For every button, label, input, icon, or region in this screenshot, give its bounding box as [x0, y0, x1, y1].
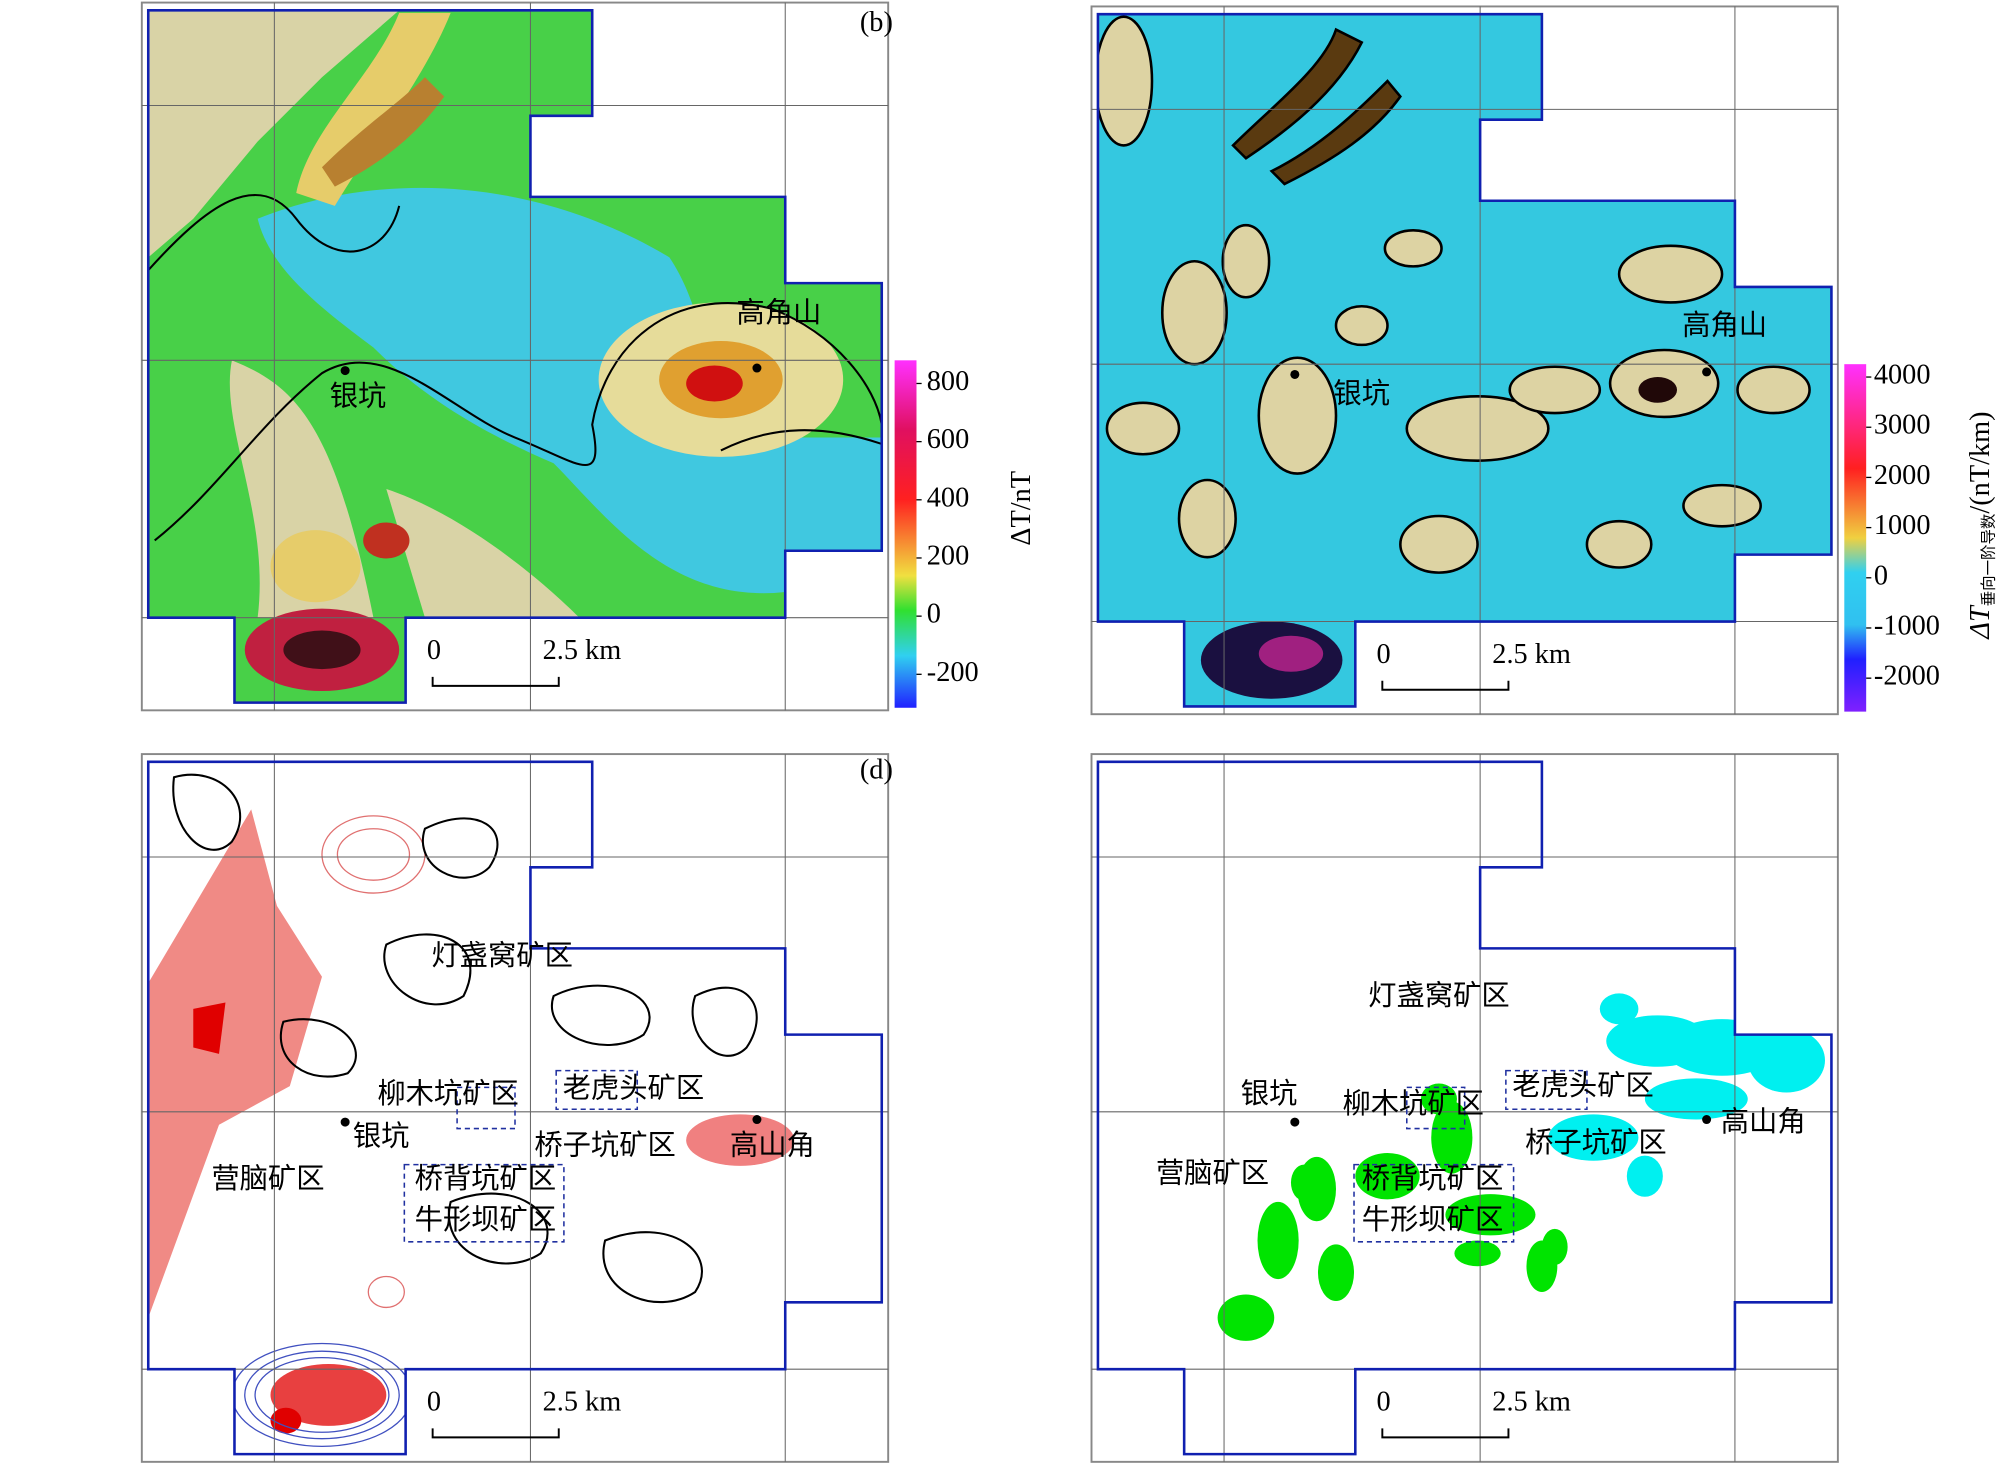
title-subscript: 垂向一阶导数: [1979, 514, 1997, 607]
title-unit: /(nT/km): [1964, 411, 1995, 513]
mine-area-box: [1406, 1086, 1466, 1130]
town-dot: [752, 363, 762, 373]
colorbar-tick-label: 600: [927, 424, 969, 455]
place-name: 高山角: [730, 1129, 815, 1161]
colorbar-tick-label: 0: [927, 599, 941, 630]
place-name: 桥子坑矿区: [534, 1129, 676, 1161]
scale-start: 0: [427, 1386, 441, 1417]
place-name: 银坑: [330, 380, 387, 412]
place-name: 银坑: [353, 1120, 410, 1152]
anomaly-map: [148, 773, 795, 1448]
survey-boundary: [146, 9, 884, 704]
frame: [140, 753, 890, 1463]
mine-area-box: [456, 1086, 516, 1130]
place-name: 桥背坑矿区: [415, 1163, 556, 1195]
place-name: 老虎头矿区: [1512, 1070, 1654, 1102]
colorbar-tick-label: 2000: [1874, 460, 1931, 491]
town-dot: [340, 1117, 350, 1127]
place-name: 银坑: [1333, 378, 1390, 410]
scale-end: 2.5 km: [543, 1386, 622, 1417]
place-name: 牛形坝矿区: [415, 1204, 556, 1236]
town-dot: [340, 366, 350, 376]
survey-boundary: [146, 760, 884, 1456]
mine-area-box: [555, 1069, 639, 1111]
survey-boundary: [1096, 760, 1833, 1456]
colorbar-tick-label: 400: [927, 482, 969, 513]
frame: [1090, 753, 1839, 1463]
frame: [1090, 5, 1839, 716]
town-dot: [1702, 1115, 1712, 1125]
colorbar-tick-label: 3000: [1874, 410, 1931, 441]
place-name: 灯盏窝矿区: [431, 940, 572, 972]
colorbar-title: ΔT垂向一阶导数/(nT/km): [1964, 411, 1997, 639]
scale-end: 2.5 km: [1492, 639, 1571, 670]
place-name: 高角山: [736, 297, 821, 329]
place-name: 灯盏窝矿区: [1368, 980, 1510, 1012]
colorbar-tick-label: 200: [927, 540, 969, 571]
place-name: 营脑矿区: [1156, 1158, 1269, 1190]
place-name: 银坑: [1241, 1078, 1298, 1110]
colorbar-tick-label: -2000: [1874, 661, 1940, 692]
colorbar-tick-label: 4000: [1874, 360, 1931, 391]
mine-area-box: [1353, 1163, 1515, 1243]
town-dot: [1290, 1117, 1300, 1127]
place-name: 高山角: [1721, 1106, 1806, 1138]
town-dot: [1290, 369, 1300, 379]
colorbar-tick-label: 800: [927, 366, 969, 397]
scale-start: 0: [1377, 639, 1391, 670]
panel-label: (b): [860, 7, 893, 38]
survey-boundary: [1096, 12, 1833, 708]
mine-area-box: [1505, 1069, 1588, 1111]
place-name: 桥子坑矿区: [1525, 1127, 1667, 1159]
colorbar: [1844, 364, 1867, 712]
place-name: 柳木坑矿区: [1342, 1088, 1484, 1120]
place-name: 桥背坑矿区: [1362, 1163, 1503, 1195]
place-name: 营脑矿区: [211, 1163, 324, 1195]
scale-end: 2.5 km: [543, 635, 622, 666]
scale-start: 0: [427, 635, 441, 666]
frame: [140, 1, 890, 712]
anomaly-map: [1217, 993, 1826, 1341]
scale-end: 2.5 km: [1492, 1386, 1571, 1417]
place-name: 高角山: [1682, 310, 1767, 342]
colorbar-tick-label: -1000: [1874, 610, 1940, 641]
scale-bar: [431, 676, 560, 687]
scale-bar: [1381, 680, 1510, 691]
panel: (c)灯盏窝矿区柳木坑矿区老虎头矿区银坑桥子坑矿区高山角营脑矿区桥背坑矿区牛形坝…: [140, 753, 890, 1463]
scale-start: 0: [1377, 1386, 1391, 1417]
panel-label: (d): [860, 755, 893, 786]
place-name: 老虎头矿区: [563, 1073, 705, 1105]
colorbar: [894, 360, 917, 708]
colorbar-tick-label: 1000: [1874, 510, 1931, 541]
colorbar-title: ΔT/nT: [1006, 471, 1037, 546]
title-symbol: ΔT: [1964, 604, 1995, 640]
anomaly-map: [1097, 14, 1832, 707]
scale-bar: [1381, 1428, 1510, 1439]
mine-area-box: [403, 1163, 565, 1243]
place-name: 牛形坝矿区: [1362, 1204, 1503, 1236]
scale-bar: [431, 1428, 560, 1439]
colorbar-tick-label: -200: [927, 657, 979, 688]
town-dot: [752, 1115, 762, 1125]
place-name: 柳木坑矿区: [377, 1078, 519, 1110]
town-dot: [1702, 367, 1712, 377]
colorbar-tick-label: 0: [1874, 560, 1888, 591]
